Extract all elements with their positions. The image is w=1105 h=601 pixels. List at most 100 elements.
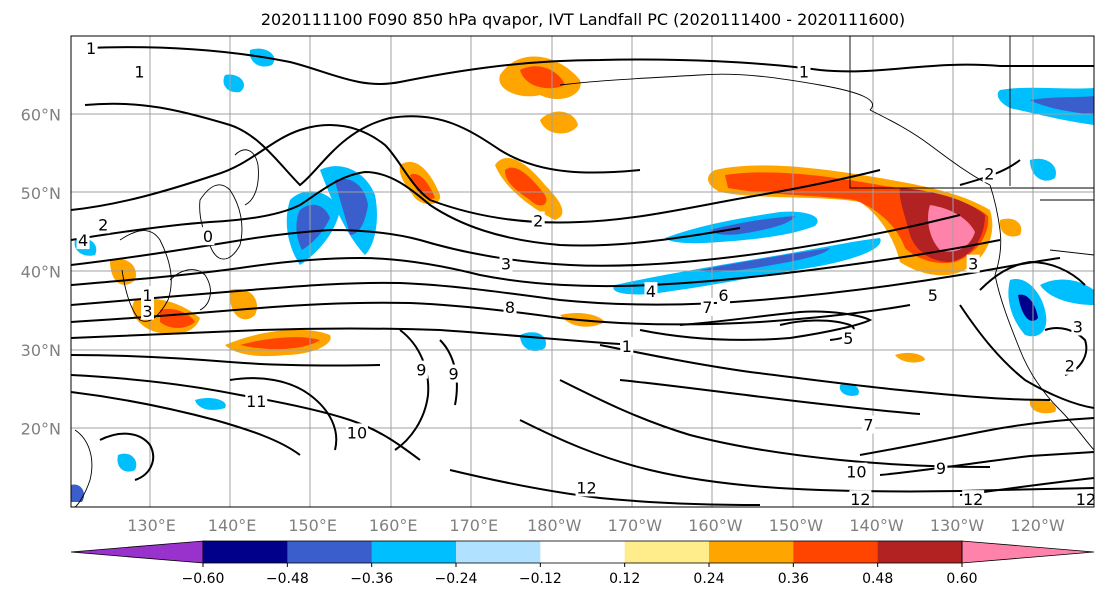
colorbar-tick-label: 0.36	[778, 571, 809, 587]
contour-label: 12	[576, 478, 596, 497]
longitude-labels: 130°E 140°E 150°E 160°E 170°E 180°W 170°W 160°W…	[127, 516, 1065, 535]
contour-label-backdrop	[620, 337, 634, 356]
lon-label: 120°W	[1010, 516, 1065, 535]
lon-label: 180°W	[527, 516, 582, 535]
contour-label-backdrop	[96, 215, 110, 234]
contour-label: 5	[928, 286, 938, 305]
contour-label: 10	[846, 463, 866, 482]
colorbar-tick-label: 0.48	[862, 571, 893, 587]
lon-label: 160°W	[688, 516, 743, 535]
lat-label: 50°N	[21, 184, 61, 203]
colorbar-bin	[371, 541, 457, 563]
contour-label: 7	[702, 298, 712, 317]
contour-label: 5	[843, 329, 853, 348]
lat-label: 20°N	[21, 420, 61, 439]
lon-label: 150°W	[769, 516, 824, 535]
colorbar-tick-label: 0.24	[693, 571, 724, 587]
lon-label: 160°E	[369, 516, 418, 535]
qvapor-anomaly-shading	[71, 48, 1094, 502]
colorbar-bin	[203, 541, 288, 563]
contour-label: 10	[347, 423, 367, 442]
colorbar-tick-label: −0.24	[435, 571, 478, 587]
colorbar: −0.60 −0.48 −0.36 −0.24 −0.12 0.12 0.24 0.36 0.4…	[70, 540, 1095, 587]
contour-label: 3	[142, 302, 152, 321]
contour-label-backdrop	[934, 458, 948, 477]
contour-label-backdrop	[962, 490, 985, 507]
contour-label: 12	[1076, 490, 1096, 509]
contour-label-backdrop	[966, 254, 980, 273]
contour-label-backdrop	[841, 329, 855, 348]
lon-label: 130°E	[127, 516, 176, 535]
lon-label: 140°W	[849, 516, 904, 535]
contour-label: 4	[646, 282, 656, 301]
contour-label: 2	[98, 215, 108, 234]
contour-label-backdrop	[141, 286, 155, 305]
map-frame	[70, 35, 1095, 508]
figure-title: 2020111100 F090 850 hPa qvapor, IVT Land…	[261, 10, 905, 29]
contour-label: 11	[246, 392, 266, 411]
contour-label: 1	[134, 62, 144, 81]
colorbar-extend-high	[961, 540, 1095, 564]
graticule	[71, 36, 1094, 507]
contour-label: 4	[78, 231, 88, 250]
contour-label-backdrop	[132, 62, 146, 81]
colorbar-extend-low	[70, 540, 204, 564]
colorbar-tick-label: −0.60	[182, 571, 225, 587]
contour-label: 7	[863, 416, 873, 435]
contour-label: 6	[718, 286, 728, 305]
colorbar-tick-label: −0.48	[266, 571, 309, 587]
contour-label: 2	[1065, 357, 1075, 376]
contour-label: 1	[142, 286, 152, 305]
contour-label-backdrop	[76, 231, 90, 250]
contour-label-backdrop	[245, 392, 268, 411]
contour-label-backdrop	[861, 415, 875, 434]
lon-label: 170°E	[449, 516, 498, 535]
contour-label-backdrop	[797, 62, 811, 81]
colorbar-bin	[709, 541, 794, 563]
contour-label: 8	[505, 298, 515, 317]
contour-label: 3	[1073, 317, 1083, 336]
colorbar-bin	[793, 541, 879, 563]
contour-label: 3	[501, 255, 511, 274]
contour-label: 2	[984, 164, 994, 183]
colorbar-outline	[202, 540, 963, 564]
lat-label: 40°N	[21, 263, 61, 282]
contour-label-backdrop	[84, 38, 98, 57]
colorbar-bin	[624, 541, 710, 563]
contour-label-backdrop	[499, 254, 513, 273]
contour-label-backdrop	[849, 490, 872, 507]
contour-label-backdrop	[503, 297, 517, 316]
contour-label-backdrop	[926, 286, 940, 305]
contour-label: 1	[622, 337, 632, 356]
contour-label: 12	[963, 490, 983, 509]
lon-label: 170°W	[608, 516, 663, 535]
contour-label-backdrop	[414, 360, 428, 379]
contour-label-backdrop	[1063, 356, 1077, 375]
colorbar-tick-label: −0.12	[519, 571, 562, 587]
colorbar-tick-label: −0.36	[350, 571, 393, 587]
contour-label-backdrop	[700, 297, 714, 316]
lat-label: 60°N	[21, 106, 61, 125]
colorbar-bin	[540, 541, 626, 563]
contour-label: 1	[799, 62, 809, 81]
contour-label-backdrop	[141, 301, 155, 320]
contour-label: 3	[968, 255, 978, 274]
colorbar-tick-label: 0.60	[946, 571, 977, 587]
contour-label-backdrop	[845, 462, 868, 481]
contour-label: 12	[850, 490, 870, 509]
contour-label-backdrop	[716, 286, 730, 305]
lon-label: 150°E	[288, 516, 337, 535]
latitude-labels: 60°N 50°N 40°N 30°N 20°N	[21, 106, 61, 439]
colorbar-bin	[287, 541, 373, 563]
colorbar-tick-label: 0.12	[609, 571, 640, 587]
contour-label: 9	[936, 459, 946, 478]
contour-label-backdrop	[1071, 317, 1085, 336]
contour-label-backdrop	[575, 478, 598, 497]
contour-label-backdrop	[644, 282, 658, 301]
contour-label: 0	[203, 227, 213, 246]
colorbar-bin	[456, 541, 541, 563]
contour-label: 9	[416, 361, 426, 380]
contour-label-backdrop	[447, 364, 461, 383]
